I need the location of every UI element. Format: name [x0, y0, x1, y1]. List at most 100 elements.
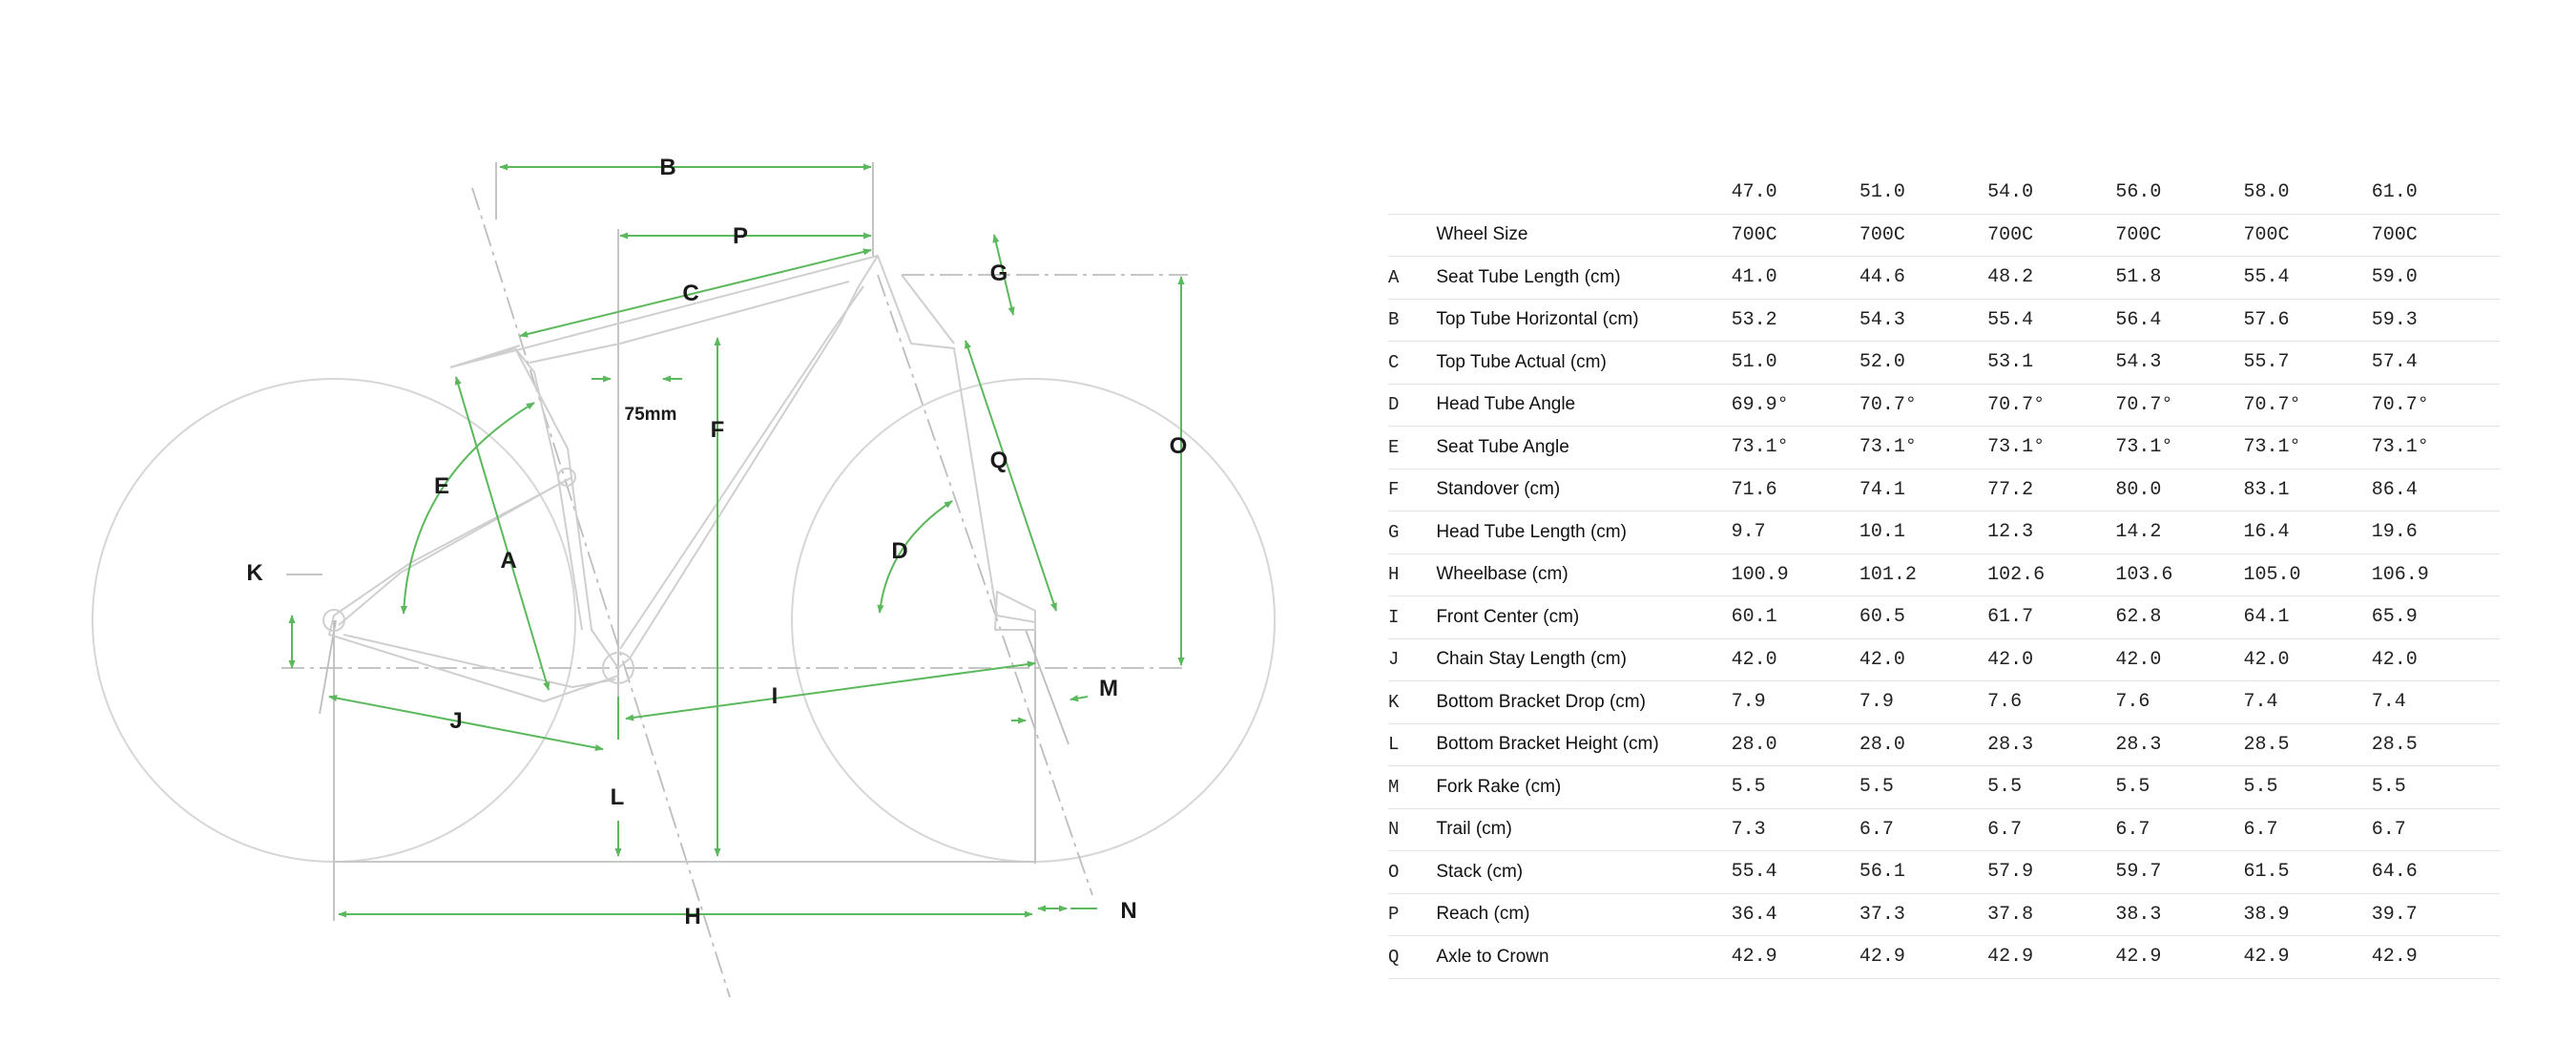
table-row: O Stack (cm) 55.4 56.1 57.9 59.7 61.5 64.6: [1388, 850, 2500, 894]
row-value: 55.4: [1731, 850, 1859, 894]
row-value: 42.9: [2371, 935, 2500, 979]
row-value: 65.9: [2371, 595, 2500, 639]
row-value: 5.5: [1987, 765, 2116, 809]
row-value: 42.0: [2243, 638, 2372, 681]
row-value: 64.1: [2243, 595, 2372, 639]
row-value: 70.7°: [2371, 384, 2500, 427]
row-value: 103.6: [2115, 553, 2244, 596]
row-value: 42.0: [2371, 638, 2500, 681]
row-key: H: [1388, 553, 1437, 596]
row-value: 59.3: [2371, 299, 2500, 342]
row-value: 16.4: [2243, 511, 2372, 554]
label-G: G: [990, 261, 1008, 286]
row-value: 38.3: [2115, 893, 2244, 936]
row-value: 5.5: [2371, 765, 2500, 809]
row-value: 700C: [2371, 214, 2500, 257]
row-value: 7.6: [2115, 680, 2244, 724]
row-value: 70.7°: [2243, 384, 2372, 427]
row-value: 51.0: [1731, 341, 1859, 385]
row-label: Top Tube Actual (cm): [1436, 341, 1732, 385]
row-value: 42.0: [2115, 638, 2244, 681]
row-value: 54.3: [2115, 341, 2244, 385]
label-C: C: [682, 281, 698, 306]
size-header-spacer: [1388, 172, 1437, 215]
table-row: Wheel Size 700C 700C 700C 700C 700C 700C: [1388, 214, 2500, 257]
row-key: K: [1388, 680, 1437, 724]
row-value: 71.6: [1731, 469, 1859, 512]
size-header-cell: 47.0: [1731, 172, 1859, 215]
row-value: 62.8: [2115, 595, 2244, 639]
table-row: C Top Tube Actual (cm) 51.0 52.0 53.1 54.3 55.…: [1388, 341, 2500, 385]
row-key: P: [1388, 893, 1437, 936]
row-value: 12.3: [1987, 511, 2116, 554]
row-value: 7.4: [2371, 680, 2500, 724]
row-label: Wheel Size: [1436, 214, 1732, 257]
table-row: E Seat Tube Angle 73.1° 73.1° 73.1° 73.1° 73.1…: [1388, 426, 2500, 470]
row-value: 5.5: [2243, 765, 2372, 809]
row-value: 73.1°: [2371, 426, 2500, 470]
row-value: 73.1°: [1987, 426, 2116, 470]
geometry-table-body: Wheel Size 700C 700C 700C 700C 700C 700C A Seat …: [1388, 214, 2500, 979]
row-label: Stack (cm): [1436, 850, 1732, 894]
row-label: Wheelbase (cm): [1436, 553, 1732, 596]
row-value: 700C: [1987, 214, 2116, 257]
table-row: Q Axle to Crown 42.9 42.9 42.9 42.9 42.9 42.9: [1388, 935, 2500, 979]
table-row: P Reach (cm) 36.4 37.3 37.8 38.3 38.9 39.7: [1388, 893, 2500, 936]
row-value: 42.0: [1859, 638, 1988, 681]
row-value: 6.7: [1987, 808, 2116, 851]
row-value: 57.4: [2371, 341, 2500, 385]
row-value: 83.1: [2243, 469, 2372, 512]
row-value: 56.4: [2115, 299, 2244, 342]
guide-lines: [281, 162, 1188, 998]
row-label: Trail (cm): [1436, 808, 1732, 851]
table-row: I Front Center (cm) 60.1 60.5 61.7 62.8 64.1 65…: [1388, 595, 2500, 639]
row-key: D: [1388, 384, 1437, 427]
row-value: 5.5: [2115, 765, 2244, 809]
row-value: 10.1: [1859, 511, 1988, 554]
row-value: 61.5: [2243, 850, 2372, 894]
row-value: 28.3: [2115, 723, 2244, 766]
row-value: 28.3: [1987, 723, 2116, 766]
label-K: K: [246, 560, 263, 586]
front-wheel: [791, 378, 1276, 863]
row-value: 70.7°: [2115, 384, 2244, 427]
row-value: 28.5: [2243, 723, 2372, 766]
row-value: 28.5: [2371, 723, 2500, 766]
row-label: Bottom Bracket Drop (cm): [1436, 680, 1732, 724]
row-value: 14.2: [2115, 511, 2244, 554]
row-value: 59.0: [2371, 256, 2500, 300]
row-value: 5.5: [1731, 765, 1859, 809]
row-key: B: [1388, 299, 1437, 342]
row-value: 77.2: [1987, 469, 2116, 512]
label-Q: Q: [990, 448, 1008, 473]
row-value: 19.6: [2371, 511, 2500, 554]
row-label: Bottom Bracket Height (cm): [1436, 723, 1732, 766]
row-value: 37.8: [1987, 893, 2116, 936]
row-value: 6.7: [2115, 808, 2244, 851]
row-key: L: [1388, 723, 1437, 766]
dimension-arrows: [288, 163, 1185, 918]
row-label: Seat Tube Angle: [1436, 426, 1732, 470]
row-value: 42.9: [2115, 935, 2244, 979]
label-O: O: [1170, 433, 1188, 459]
row-value: 105.0: [2243, 553, 2372, 596]
row-value: 64.6: [2371, 850, 2500, 894]
bike-geometry-diagram: B P C G O F Q E A D K J I M L H N 75mm: [92, 155, 1276, 998]
row-key: F: [1388, 469, 1437, 512]
table-row: K Bottom Bracket Drop (cm) 7.9 7.9 7.6 7.6 7.4…: [1388, 680, 2500, 724]
row-key: C: [1388, 341, 1437, 385]
row-label: Axle to Crown: [1436, 935, 1732, 979]
row-value: 53.1: [1987, 341, 2116, 385]
row-key: Q: [1388, 935, 1437, 979]
row-value: 42.9: [1987, 935, 2116, 979]
row-key: A: [1388, 256, 1437, 300]
row-label: Top Tube Horizontal (cm): [1436, 299, 1732, 342]
label-J: J: [449, 708, 462, 734]
row-value: 28.0: [1731, 723, 1859, 766]
dimension-labels: B P C G O F Q E A D K J I M L H N 75mm: [246, 155, 1187, 929]
row-value: 57.6: [2243, 299, 2372, 342]
row-value: 106.9: [2371, 553, 2500, 596]
label-I: I: [772, 683, 779, 709]
row-key: N: [1388, 808, 1437, 851]
row-value: 5.5: [1859, 765, 1988, 809]
